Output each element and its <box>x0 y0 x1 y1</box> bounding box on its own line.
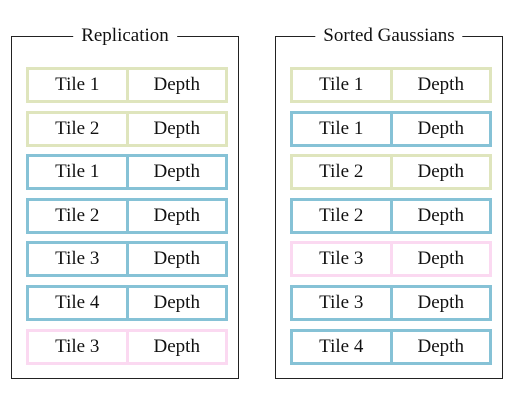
tile-cell: Tile 3 <box>29 331 129 362</box>
depth-cell: Depth <box>417 292 464 313</box>
gaussian-row: Tile 1 Depth <box>26 67 228 103</box>
tile-cell: Tile 3 <box>293 288 393 318</box>
depth-cell: Depth <box>417 248 464 270</box>
depth-cell: Depth <box>153 161 200 183</box>
gaussian-row: Tile 2 Depth <box>26 110 228 147</box>
depth-cell: Depth <box>153 204 200 226</box>
gaussian-row: Tile 3 Depth <box>26 328 228 365</box>
depth-cell: Depth <box>417 117 464 139</box>
depth-cell: Depth <box>417 161 464 183</box>
replication-title: Replication <box>73 24 177 48</box>
tile-cell: Tile 1 <box>29 157 129 188</box>
tile-cell: Tile 4 <box>293 331 393 362</box>
tile-cell: Tile 2 <box>29 113 129 144</box>
tile-cell: Tile 3 <box>293 244 393 275</box>
depth-cell: Depth <box>153 248 200 270</box>
gaussian-row: Tile 2 Depth <box>26 197 228 234</box>
tile-cell: Tile 2 <box>29 200 129 231</box>
tile-cell: Tile 2 <box>293 157 393 188</box>
gaussian-row: Tile 4 Depth <box>26 285 228 321</box>
tile-cell: Tile 4 <box>29 288 129 318</box>
gaussian-row: Tile 2 Depth <box>290 154 492 191</box>
gaussian-row: Tile 3 Depth <box>290 241 492 278</box>
gaussian-row: Tile 3 Depth <box>26 241 228 278</box>
tile-cell: Tile 3 <box>29 244 129 275</box>
gaussian-row: Tile 3 Depth <box>290 285 492 321</box>
depth-cell: Depth <box>153 292 200 313</box>
depth-cell: Depth <box>417 335 464 357</box>
depth-cell: Depth <box>153 335 200 357</box>
tile-cell: Tile 1 <box>293 113 393 144</box>
depth-cell: Depth <box>417 74 464 95</box>
tile-cell: Tile 1 <box>29 70 129 100</box>
tile-cell: Tile 1 <box>293 70 393 100</box>
gaussian-row: Tile 2 Depth <box>290 197 492 234</box>
sorted-gaussians-panel: Sorted Gaussians Tile 1 Depth Tile 1 Depth T… <box>275 24 503 379</box>
replication-panel: Replication Tile 1 Depth Tile 2 Depth Tile 1… <box>11 24 239 379</box>
depth-cell: Depth <box>153 74 200 95</box>
gaussian-row: Tile 4 Depth <box>290 328 492 365</box>
tile-cell: Tile 2 <box>293 200 393 231</box>
depth-cell: Depth <box>417 204 464 226</box>
depth-cell: Depth <box>153 117 200 139</box>
sorted-gaussians-title: Sorted Gaussians <box>315 24 463 48</box>
gaussian-row: Tile 1 Depth <box>290 67 492 103</box>
gaussian-row: Tile 1 Depth <box>26 154 228 191</box>
gaussian-row: Tile 1 Depth <box>290 110 492 147</box>
